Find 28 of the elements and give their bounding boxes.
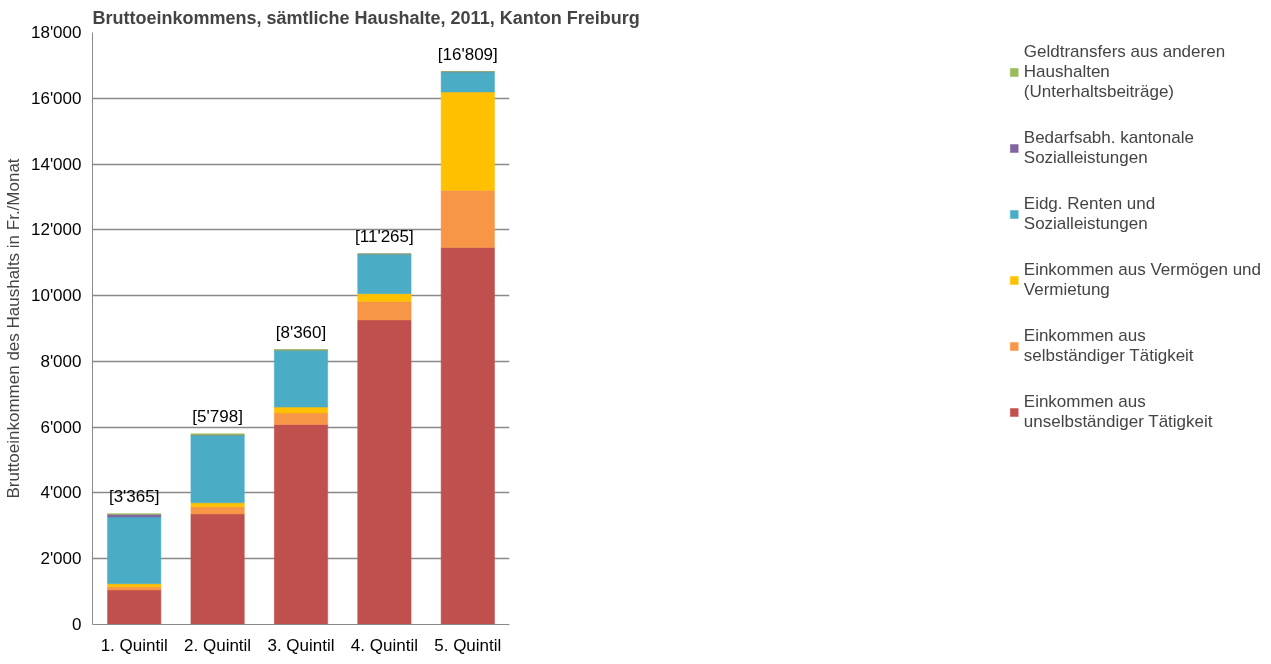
y-tick-label: 0 (72, 615, 82, 634)
y-tick-label: 12'000 (30, 220, 82, 240)
y-tick-label: 14'000 (30, 154, 82, 174)
x-tick-label: 2. Quintil (184, 635, 252, 655)
legend-label: Einkommen aus selbständiger Tätigkeit (1023, 326, 1194, 366)
legend-label: Bedarfsabh. kantonale Sozialleistungen (1023, 128, 1194, 168)
legend-label: Geldtransfers aus anderen Haushalten (Unterhaltsbeiträge) (1023, 42, 1226, 102)
x-tick-label: 3. Quintil (267, 635, 335, 655)
total-label: [3'365] (108, 486, 160, 506)
y-tick-label: 8'000 (40, 351, 82, 371)
y-tick-label: 2'000 (40, 549, 82, 569)
y-tick-label: 16'000 (30, 88, 82, 108)
y-axis-title: Bruttoeinkommen des Haushalts in Fr./Monat (3, 158, 23, 499)
legend-label: Einkommen aus unselbständiger Tätigkeit (1023, 392, 1213, 432)
y-tick-label: 18'000 (30, 23, 82, 42)
total-label: [5'798] (192, 406, 243, 426)
legend-label: Einkommen aus Vermögen und Vermietung (1023, 260, 1261, 300)
x-tick-label: 5. Quintil (434, 635, 502, 655)
total-label: [8'360] (275, 322, 327, 342)
x-tick-label: 1. Quintil (100, 635, 168, 655)
y-tick-label: 4'000 (40, 483, 82, 503)
total-label: [11'265] (355, 227, 414, 247)
total-label: [16'809] (437, 44, 498, 64)
x-tick-label: 4. Quintil (350, 635, 418, 655)
y-tick-label: 10'000 (30, 286, 82, 306)
legend-label: Eidg. Renten und Sozialleistungen (1023, 194, 1156, 234)
chart-title: Bruttoeinkommens, sämtliche Haushalte, 2011, Kanton Freiburg (92, 7, 640, 28)
y-tick-label: 6'000 (40, 417, 82, 437)
